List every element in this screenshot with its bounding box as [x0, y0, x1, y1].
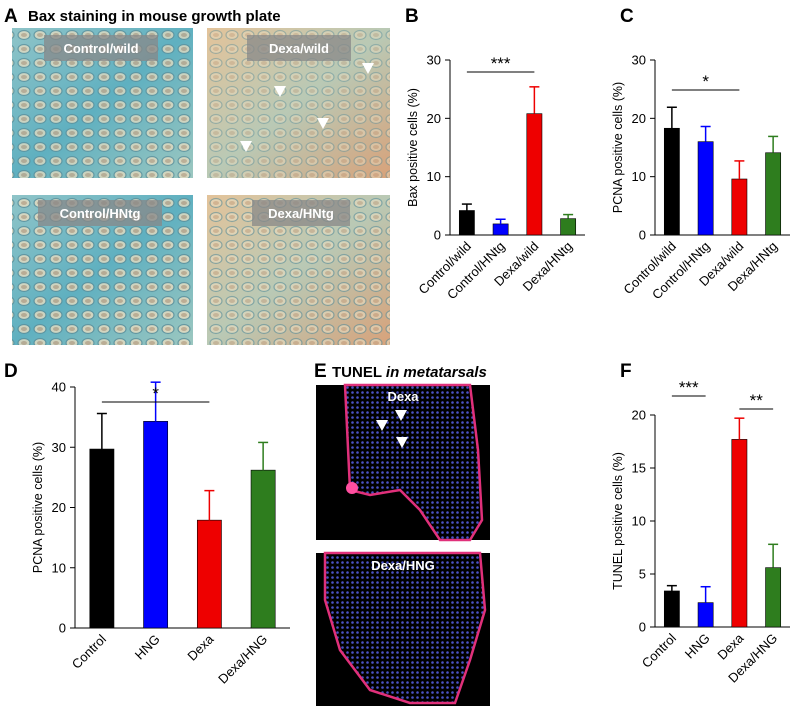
x-tick-label: Control — [639, 630, 679, 670]
error-bar — [666, 584, 677, 591]
bar — [196, 519, 222, 629]
image-label: Dexa — [387, 389, 419, 404]
panel-letter: D — [4, 361, 18, 382]
x-tick-label: HNG — [682, 631, 713, 662]
error-bar — [734, 160, 745, 179]
image-label: Dexa/wild — [269, 41, 329, 56]
image-label: Dexa/HNG — [371, 558, 435, 573]
y-tick-label: 30 — [632, 53, 646, 68]
y-axis-label: PCNA positive cells (%) — [31, 442, 45, 573]
error-bar — [700, 585, 711, 603]
y-tick-label: 10 — [427, 169, 441, 184]
x-tick-label: Control — [69, 631, 109, 671]
y-tick-label: 0 — [434, 228, 441, 243]
panel-title: TUNEL in metatarsals — [332, 364, 487, 381]
y-tick-label: 0 — [639, 228, 646, 243]
error-bar — [529, 86, 540, 114]
significance-label: * — [702, 72, 709, 91]
error-bar — [461, 203, 472, 211]
bar — [663, 590, 680, 628]
bar — [731, 439, 748, 628]
bar — [697, 602, 714, 628]
y-tick-label: 10 — [52, 560, 66, 575]
bar — [89, 448, 115, 629]
error-bar — [700, 125, 711, 142]
y-tick-label: 20 — [632, 408, 646, 423]
bar — [143, 421, 169, 629]
significance-label: *** — [491, 54, 511, 73]
bar — [560, 218, 577, 236]
panel-letter: A — [4, 6, 18, 27]
significance-label: ** — [750, 391, 764, 410]
y-tick-label: 0 — [59, 621, 66, 636]
micrograph — [12, 28, 390, 345]
error-bar — [204, 489, 215, 521]
y-tick-label: 15 — [632, 461, 646, 476]
image-label: Dexa/HNtg — [268, 206, 334, 221]
panel-title: Bax staining in mouse growth plate — [28, 8, 281, 25]
bar — [731, 178, 748, 236]
image-label: Control/wild — [63, 41, 138, 56]
image-label: Control/HNtg — [60, 206, 141, 221]
micrograph — [316, 383, 490, 706]
error-bar — [495, 218, 506, 224]
bar — [458, 210, 475, 236]
bar — [663, 127, 680, 236]
panel-letter: F — [620, 361, 632, 382]
significance-label: * — [152, 384, 159, 403]
error-bar — [734, 417, 745, 440]
error-bar — [768, 543, 779, 568]
error-bar — [96, 412, 107, 450]
y-tick-label: 30 — [52, 440, 66, 455]
y-tick-label: 40 — [52, 380, 66, 395]
panel-letter: B — [405, 6, 419, 27]
title-text: TUNEL — [332, 364, 382, 381]
bar — [250, 469, 276, 629]
title-italic: in metatarsals — [386, 364, 487, 381]
y-tick-label: 20 — [632, 111, 646, 126]
y-tick-label: 5 — [639, 567, 646, 582]
y-axis-label: Bax positive cells (%) — [406, 88, 420, 207]
y-tick-label: 20 — [427, 111, 441, 126]
error-bar — [666, 106, 677, 129]
x-tick-label: Dexa/HNG — [215, 632, 270, 687]
bar — [765, 567, 782, 628]
y-tick-label: 30 — [427, 53, 441, 68]
x-tick-label: HNG — [132, 632, 163, 663]
y-tick-label: 10 — [632, 169, 646, 184]
y-tick-label: 0 — [639, 620, 646, 635]
significance-label: *** — [679, 378, 699, 397]
bar — [492, 223, 509, 236]
bar — [697, 141, 714, 236]
bar — [765, 152, 782, 236]
bar — [526, 113, 543, 236]
x-tick-label: Dexa — [184, 631, 217, 664]
y-axis-label: TUNEL positive cells (%) — [611, 452, 625, 590]
error-bar — [258, 441, 269, 471]
y-tick-label: 20 — [52, 500, 66, 515]
y-axis-label: PCNA positive cells (%) — [611, 82, 625, 213]
y-tick-label: 10 — [632, 514, 646, 529]
panel-letter: E — [314, 361, 327, 382]
error-bar — [563, 213, 574, 219]
error-bar — [768, 135, 779, 153]
panel-letter: C — [620, 6, 634, 27]
